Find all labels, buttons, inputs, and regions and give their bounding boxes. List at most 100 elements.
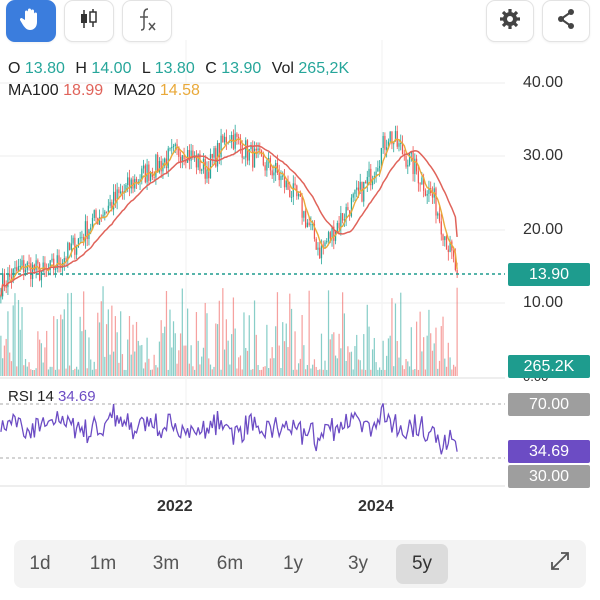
candle-body [111,202,113,210]
volume-bar [215,323,217,376]
candle-body [72,237,74,244]
volume-bar [364,369,367,376]
volume-bar [179,333,182,376]
candle-body [44,262,46,269]
volume-bar [315,366,317,376]
volume-bar [301,315,303,376]
candle-body [201,169,203,171]
candle-body [377,168,379,172]
volume-bar [53,316,55,376]
range-3m[interactable]: 3m [152,553,180,574]
candle-body [391,131,393,145]
volume-bar [257,365,259,376]
candle-body [90,227,92,230]
volume-bar [280,367,282,376]
candle-body [336,223,338,232]
indicators-button[interactable] [122,0,172,42]
volume-bar [95,369,97,376]
candle-body [361,181,363,202]
range-5y[interactable]: 5y [396,544,448,584]
fullscreen-button[interactable] [540,544,580,584]
range-1y[interactable]: 1y [282,553,304,574]
candle-body [56,255,58,269]
range-3y[interactable]: 3y [347,553,369,574]
candle-body [51,258,53,261]
candle-body [264,165,266,171]
candle-body [40,271,43,281]
last-volume-tag: 265.2K [508,355,590,378]
volume-bar [183,345,185,376]
range-6m[interactable]: 6m [216,553,244,574]
candle-body [63,258,65,263]
volume-bar [394,303,397,376]
volume-bar [81,331,83,376]
candle-body [165,158,168,169]
volume-bar [389,335,391,376]
volume-bar [329,339,331,376]
candle-body [356,187,358,190]
year-label: 2022 [157,498,193,515]
hand-tool-button[interactable] [6,0,56,42]
share-button[interactable] [542,0,590,42]
function-icon [134,6,160,37]
price-chart[interactable] [0,0,600,500]
candle-body [257,148,259,151]
candle-body [176,144,178,147]
volume-bar [419,311,421,376]
candle-body [405,156,407,167]
volume-bar [445,366,448,376]
last-price-tag: 13.90 [508,263,590,286]
candle-body [303,211,305,218]
volume-bar [414,369,416,376]
volume-bar [327,290,330,376]
range-1m[interactable]: 1m [89,553,117,574]
volume-bar [19,329,21,376]
volume-bar [382,340,384,376]
settings-button[interactable] [486,0,534,42]
volume-bar [350,351,353,376]
volume-bar [167,369,169,376]
volume-bar [361,369,363,376]
price-axis-label: 40.00 [523,74,564,91]
candle-body [199,153,201,171]
candle-body [186,149,189,163]
volume-bar [169,309,171,376]
candle-body [255,148,257,151]
volume-bar [157,367,159,376]
candle-body [447,249,449,252]
volume-bar [303,345,305,376]
volume-bar [185,345,187,376]
volume-bar [107,309,109,376]
volume-bar [412,369,414,376]
volume-bar [176,363,178,376]
volume-bar [139,345,141,376]
candle-body [415,158,418,172]
candle-body [231,134,233,142]
volume-bar [28,362,30,376]
volume-bar [398,357,400,376]
range-1d[interactable]: 1d [29,553,51,574]
candlestick-button[interactable] [64,0,114,42]
volume-bar [104,356,106,376]
volume-bar [396,340,398,376]
volume-bar [113,351,115,376]
candle-body [130,179,132,189]
rsi-key: RSI 14 [8,388,54,405]
volume-bar [264,366,266,376]
candle-body [113,191,115,210]
volume-bar [144,362,146,376]
volume-bar [354,346,356,376]
rsi-lower-tag: 30.00 [508,465,590,488]
volume-bar [218,300,220,376]
volume-bar [260,369,263,376]
candle-body [23,260,25,273]
volume-bar [340,348,342,376]
candle-body [19,265,21,267]
volume-bar [283,341,286,376]
candle-body [107,205,109,213]
candle-body [58,255,60,266]
candle-body [157,154,159,172]
candle-body [252,145,254,168]
volume-bar [456,287,458,376]
candle-body [28,262,30,264]
